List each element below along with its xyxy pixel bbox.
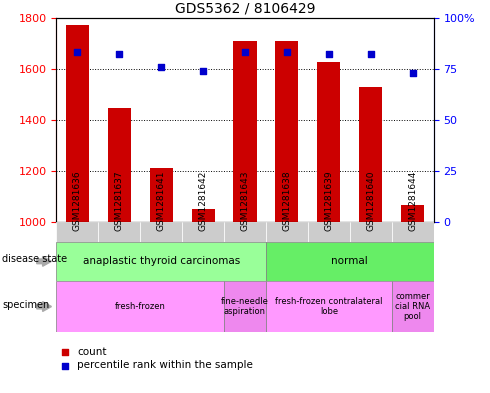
Bar bbox=[275, 40, 298, 222]
Bar bbox=[401, 206, 424, 222]
Point bbox=[325, 51, 333, 58]
Bar bbox=[149, 168, 172, 222]
Text: GSM1281637: GSM1281637 bbox=[115, 170, 124, 231]
Title: GDS5362 / 8106429: GDS5362 / 8106429 bbox=[175, 1, 315, 15]
FancyBboxPatch shape bbox=[308, 222, 350, 242]
Point bbox=[199, 68, 207, 74]
FancyBboxPatch shape bbox=[182, 222, 224, 242]
Text: disease state: disease state bbox=[2, 254, 68, 264]
Point bbox=[115, 51, 123, 58]
Bar bbox=[108, 108, 131, 222]
FancyBboxPatch shape bbox=[266, 222, 308, 242]
Text: fine-needle
aspiration: fine-needle aspiration bbox=[221, 297, 269, 316]
FancyBboxPatch shape bbox=[56, 242, 266, 281]
Legend: count, percentile rank within the sample: count, percentile rank within the sample bbox=[62, 347, 253, 370]
Text: GSM1281640: GSM1281640 bbox=[366, 171, 375, 231]
FancyBboxPatch shape bbox=[392, 281, 434, 332]
Text: commer
cial RNA
pool: commer cial RNA pool bbox=[395, 292, 430, 321]
Bar bbox=[192, 209, 215, 222]
Bar bbox=[66, 25, 89, 222]
Bar bbox=[233, 40, 257, 222]
Text: GSM1281642: GSM1281642 bbox=[198, 171, 208, 231]
Text: GSM1281639: GSM1281639 bbox=[324, 170, 333, 231]
Point bbox=[74, 49, 81, 55]
FancyBboxPatch shape bbox=[350, 222, 392, 242]
FancyBboxPatch shape bbox=[266, 281, 392, 332]
Text: GSM1281643: GSM1281643 bbox=[241, 171, 249, 231]
Text: GSM1281638: GSM1281638 bbox=[282, 170, 292, 231]
Text: fresh-frozen: fresh-frozen bbox=[115, 302, 166, 311]
Bar bbox=[318, 62, 341, 222]
Point bbox=[283, 49, 291, 55]
Bar bbox=[359, 86, 382, 222]
Text: fresh-frozen contralateral
lobe: fresh-frozen contralateral lobe bbox=[275, 297, 383, 316]
Point bbox=[367, 51, 375, 58]
Text: GSM1281636: GSM1281636 bbox=[73, 170, 82, 231]
FancyBboxPatch shape bbox=[98, 222, 140, 242]
Point bbox=[241, 49, 249, 55]
Text: anaplastic thyroid carcinomas: anaplastic thyroid carcinomas bbox=[82, 256, 240, 266]
Text: GSM1281641: GSM1281641 bbox=[157, 171, 166, 231]
Text: GSM1281644: GSM1281644 bbox=[408, 171, 417, 231]
FancyBboxPatch shape bbox=[56, 222, 98, 242]
FancyBboxPatch shape bbox=[56, 281, 224, 332]
FancyBboxPatch shape bbox=[224, 281, 266, 332]
Point bbox=[409, 70, 416, 76]
Text: specimen: specimen bbox=[2, 299, 49, 310]
FancyBboxPatch shape bbox=[224, 222, 266, 242]
FancyBboxPatch shape bbox=[140, 222, 182, 242]
Text: normal: normal bbox=[331, 256, 368, 266]
FancyBboxPatch shape bbox=[392, 222, 434, 242]
FancyBboxPatch shape bbox=[266, 242, 434, 281]
Point bbox=[157, 64, 165, 70]
